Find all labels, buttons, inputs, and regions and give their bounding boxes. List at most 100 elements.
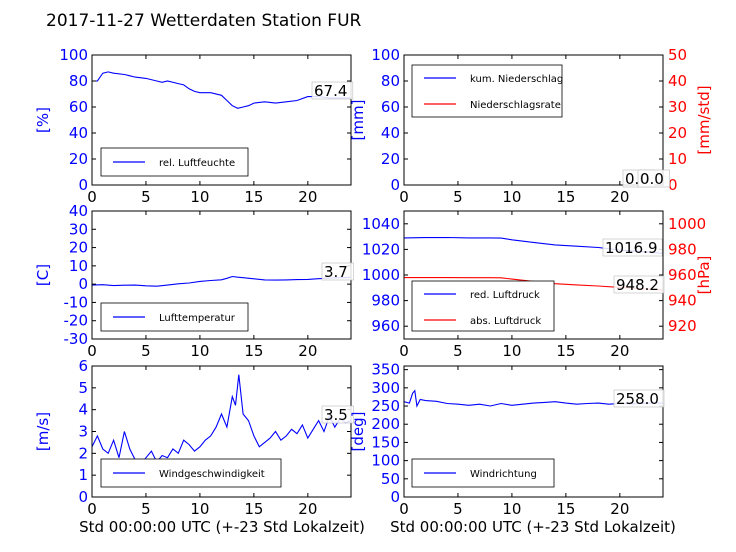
legend-label: abs. Luftdruck [470, 316, 541, 327]
plot-frame [403, 365, 664, 498]
value-annotation-box [613, 389, 665, 408]
y-tick-label: 60 [69, 98, 88, 116]
y2-tick-label: 20 [668, 124, 687, 142]
series-line-rel-luftfeuchte [92, 71, 351, 109]
series-line-windgeschwindigkeit [92, 374, 351, 466]
y2-tick-label: 0 [668, 176, 678, 194]
plot-frame [91, 54, 352, 186]
panel-windspeed: 0 5 10 15 20 0 1 2 3 4 5 6 [m/s] Windgeschwindigkeit 3… [34, 357, 354, 518]
x-axis-label-left: Std 00:00:00 UTC (+-23 Std Lokalzeit) [79, 518, 365, 536]
x-tick-label: 10 [190, 188, 209, 206]
series-line-windrichtung [404, 389, 663, 408]
y2-tick-label: 50 [668, 46, 687, 64]
y-axis-label: [%] [34, 107, 52, 133]
y-axis-label: [deg] [349, 412, 367, 452]
x-tick-label: 0 [87, 500, 97, 518]
y2-tick-label: 940 [668, 292, 697, 310]
panel-temperature: 0 5 10 15 20-30-20-10010203040[C]Lufttempera… [34, 202, 354, 360]
y-tick-label: 980 [371, 292, 400, 310]
value-annotation: 3.5 [324, 406, 348, 424]
legend: kum. Niederschlag Niederschlagsrate [411, 64, 563, 118]
value-annotation-box [311, 81, 354, 100]
y-tick-label: 200 [371, 415, 400, 433]
y-tick-label: 0 [390, 176, 400, 194]
x-tick-label: 15 [556, 188, 575, 206]
y-tick-label: 300 [371, 379, 400, 397]
panel-winddir: 0 5 10 15 20050100150200250300350[deg]Windri… [349, 361, 665, 518]
y2-tick-label: 10 [668, 150, 687, 168]
y-tick-label: 350 [371, 361, 400, 379]
x-axis-label-right: Std 00:00:00 UTC (+-23 Std Lokalzeit) [390, 518, 676, 536]
y-tick-label: 60 [381, 98, 400, 116]
figure-title: 2017-11-27 Wetterdaten Station FUR [46, 11, 362, 31]
value-annotation-box [321, 262, 354, 281]
y-tick-label: 0 [78, 275, 88, 293]
y-tick-label: 80 [69, 72, 88, 90]
legend-box [100, 458, 282, 488]
y-tick-label: 0 [78, 488, 88, 506]
y2-tick-label: 980 [668, 240, 697, 258]
x-tick-label: 0 [87, 342, 97, 360]
y2-tick-label: 1000 [668, 215, 706, 233]
y-axis-label: [m/s] [34, 412, 52, 451]
x-tick-label: 0 [399, 188, 409, 206]
value-annotation: 0.0 [640, 170, 664, 188]
x-tick-label: 15 [244, 500, 263, 518]
legend-label: kum. Niederschlag [470, 74, 563, 85]
x-tick-label: 20 [298, 188, 317, 206]
legend: Windgeschwindigkeit [100, 458, 282, 488]
y-tick-label: -30 [64, 330, 89, 348]
x-tick-label: 15 [556, 342, 575, 360]
y2-tick-label: 920 [668, 317, 697, 335]
legend: red. Luftdruck abs. Luftdruck [411, 280, 555, 332]
panel-precip: 0 5 10 15 20 0 20 40 60 80 100 0 10 20 30 40 50 [mm/std] [… [349, 46, 713, 206]
y-tick-label: 100 [371, 452, 400, 470]
x-tick-label: 5 [141, 188, 151, 206]
y-tick-label: 1020 [362, 240, 400, 258]
value-annotation: 1016.9 [605, 239, 658, 257]
y-tick-label: 1000 [362, 266, 400, 284]
x-tick-label: 5 [453, 342, 463, 360]
legend-label: Windgeschwindigkeit [159, 469, 265, 480]
legend-label: rel. Luftfeuchte [159, 158, 235, 169]
value-annotation: 67.4 [314, 82, 347, 100]
y-tick-label: 5 [78, 379, 88, 397]
x-tick-label: 20 [610, 342, 629, 360]
y-tick-label: 150 [371, 433, 400, 451]
x-tick-label: 0 [87, 188, 97, 206]
value-annotation-box [637, 169, 670, 188]
x-tick-label: 15 [244, 342, 263, 360]
x-tick-label: 5 [141, 500, 151, 518]
y-axis-label: [C] [34, 264, 52, 286]
y-tick-label: 1 [78, 466, 88, 484]
y-tick-label: 960 [371, 317, 400, 335]
legend-label: Lufttemperatur [159, 313, 236, 324]
panel-humidity: 0 5 10 15 20 0 20 40 60 80 100 [%] rel. Luftfeuchte 6… [34, 46, 354, 206]
y-tick-label: 250 [371, 397, 400, 415]
x-tick-label: 10 [502, 342, 521, 360]
y-tick-label: -10 [64, 293, 89, 311]
legend: Lufttemperatur [100, 302, 249, 332]
y-tick-label: 100 [59, 46, 88, 64]
x-tick-label: 15 [556, 500, 575, 518]
legend-label: red. Luftdruck [470, 290, 540, 301]
x-tick-label: 5 [453, 188, 463, 206]
x-tick-label: 10 [190, 500, 209, 518]
legend-label: Niederschlagsrate [470, 100, 561, 111]
x-tick-label: 20 [610, 500, 629, 518]
y-tick-label: 1040 [362, 215, 400, 233]
legend: rel. Luftfeuchte [100, 147, 249, 177]
y-tick-label: 30 [69, 220, 88, 238]
x-tick-label: 10 [502, 500, 521, 518]
y-tick-label: 3 [78, 423, 88, 441]
legend-label: Windrichtung [470, 469, 537, 480]
x-tick-label: 20 [610, 188, 629, 206]
y-tick-label: 0 [78, 176, 88, 194]
y-tick-label: 100 [371, 46, 400, 64]
x-tick-label: 20 [298, 342, 317, 360]
y-tick-label: 50 [381, 470, 400, 488]
y-tick-label: -20 [64, 312, 89, 330]
y-tick-label: 6 [78, 357, 88, 375]
x-tick-label: 10 [190, 342, 209, 360]
